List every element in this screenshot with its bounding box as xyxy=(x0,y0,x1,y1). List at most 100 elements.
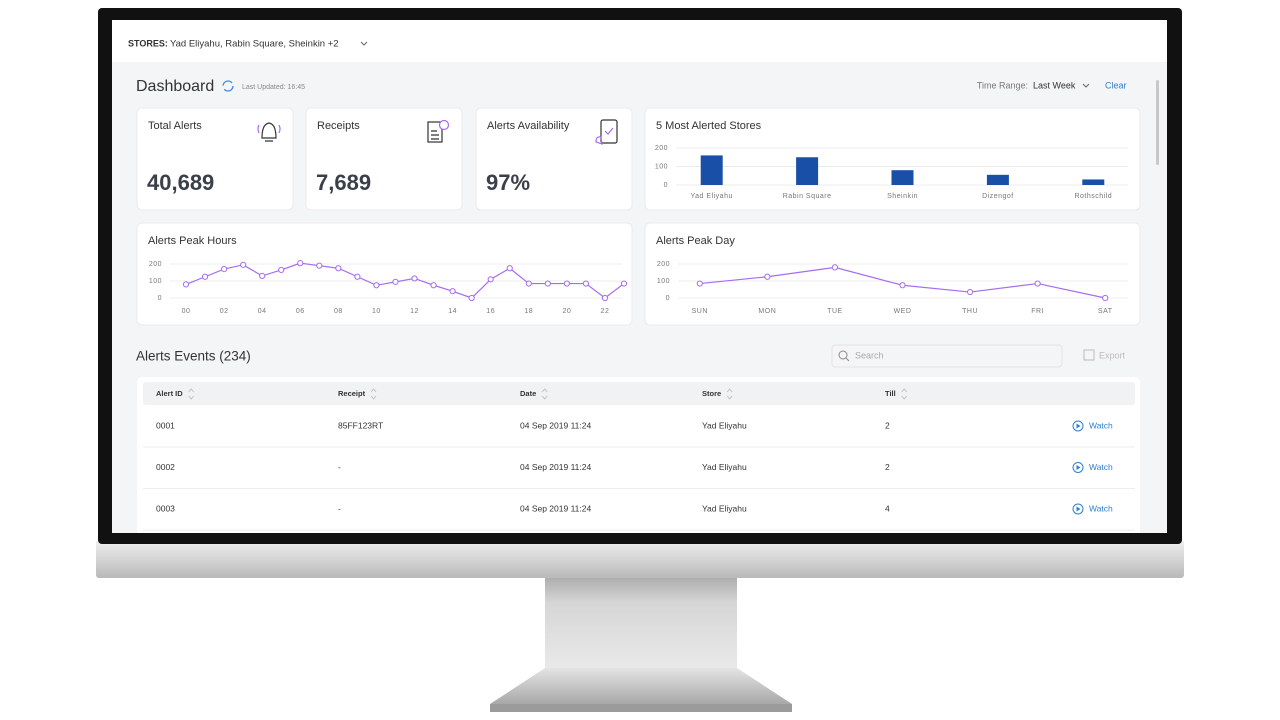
y-tick-label: 200 xyxy=(657,261,670,268)
dashboard-title: Dashboard xyxy=(136,78,214,95)
card xyxy=(136,107,294,211)
play-icon xyxy=(1072,503,1084,515)
point xyxy=(563,280,570,287)
bell-waves xyxy=(257,124,281,134)
point xyxy=(487,276,494,283)
stat-label: Total Alerts xyxy=(148,120,202,132)
play-icon xyxy=(1072,462,1084,473)
cell: 4 xyxy=(885,503,890,513)
time-range-select[interactable]: Last Week xyxy=(1033,80,1076,90)
table-header xyxy=(143,382,1135,405)
x-tick-label: MON xyxy=(758,308,776,315)
last-updated: Last Updated: 16:45 xyxy=(242,84,305,91)
screen: STORES: Yad Eliyahu, Rabin Square, Shein… xyxy=(112,20,1167,533)
x-tick-label: 20 xyxy=(562,308,571,315)
bar xyxy=(1082,179,1105,185)
cell: - xyxy=(338,462,341,472)
point xyxy=(354,273,361,280)
coin-icon xyxy=(438,119,450,131)
y-tick-label: 100 xyxy=(149,278,162,285)
chevron xyxy=(1082,83,1090,88)
cell: Yad Eliyahu xyxy=(702,503,747,513)
play-triangle xyxy=(1076,465,1081,470)
play-icon xyxy=(1072,420,1084,432)
point xyxy=(696,280,703,287)
events-title: Alerts Events (234) xyxy=(136,349,251,364)
point xyxy=(620,280,628,287)
point xyxy=(899,282,906,289)
x-tick-label: SUN xyxy=(692,308,708,315)
receipt-lines xyxy=(431,130,439,140)
x-tick-label: WED xyxy=(894,308,912,315)
point xyxy=(506,265,513,272)
x-tick-label: 08 xyxy=(334,308,343,315)
x-tick-label: Yad Eliyahu xyxy=(691,193,733,200)
refresh-icon[interactable] xyxy=(222,80,234,92)
scrollbar xyxy=(1156,80,1159,165)
stat-value: 7,689 xyxy=(316,170,371,195)
stand-neck xyxy=(545,575,737,668)
bar xyxy=(986,174,1009,185)
column-header[interactable]: Receipt xyxy=(338,389,366,398)
point xyxy=(259,272,266,279)
watch-button[interactable]: Watch xyxy=(1089,503,1113,513)
column-header[interactable]: Alert ID xyxy=(156,389,183,398)
x-tick-label: 16 xyxy=(486,308,495,315)
stat-value: 40,689 xyxy=(147,170,214,195)
y-tick-label: 100 xyxy=(657,278,670,285)
top-bar xyxy=(112,20,1167,62)
point xyxy=(430,282,437,289)
export-button[interactable]: Export xyxy=(1099,350,1126,360)
column-header[interactable]: Till xyxy=(885,389,896,398)
stat-icons xyxy=(257,119,618,145)
x-tick-label: TUE xyxy=(827,308,843,315)
stores-select[interactable]: Yad Eliyahu, Rabin Square, Sheinkin +2 xyxy=(170,39,339,50)
column-header[interactable]: Date xyxy=(520,389,536,398)
x-tick-label: 10 xyxy=(372,308,381,315)
phone-icon xyxy=(600,119,618,144)
point xyxy=(1034,280,1041,287)
point xyxy=(316,262,323,269)
search-icon-handle xyxy=(845,357,850,362)
play-triangle xyxy=(1076,423,1081,429)
sort-icon xyxy=(726,388,733,400)
cell: - xyxy=(338,503,341,513)
search-box[interactable] xyxy=(831,344,1063,368)
point xyxy=(1102,294,1109,302)
point xyxy=(335,265,342,272)
point xyxy=(297,260,304,267)
bar xyxy=(891,170,914,185)
receipt-icon xyxy=(427,121,443,143)
y-tick-label: 0 xyxy=(158,295,162,302)
check-icon xyxy=(604,127,614,135)
watch-button[interactable]: Watch xyxy=(1089,420,1113,430)
point xyxy=(392,278,399,285)
column-header[interactable]: Store xyxy=(702,389,721,398)
point xyxy=(449,288,456,295)
point xyxy=(373,282,380,289)
point xyxy=(278,266,285,274)
watch-button[interactable]: Watch xyxy=(1089,462,1113,472)
point xyxy=(468,294,475,302)
clear-button[interactable]: Clear xyxy=(1105,80,1127,90)
cell: 0001 xyxy=(156,420,175,430)
cell: 2 xyxy=(885,420,890,430)
x-tick-label: Dizengof xyxy=(982,193,1014,200)
events-table xyxy=(137,377,1140,533)
stat-value: 97% xyxy=(486,170,530,195)
card xyxy=(136,222,633,326)
point xyxy=(582,280,590,287)
stat-label: Alerts Availability xyxy=(487,120,570,132)
x-tick-label: Rothschild xyxy=(1074,193,1112,200)
sort-icon xyxy=(188,388,194,400)
sort-icon xyxy=(901,388,908,400)
x-tick-label: 04 xyxy=(258,308,267,315)
x-tick-label: 12 xyxy=(410,308,419,315)
x-tick-label: 22 xyxy=(601,308,610,315)
search-placeholder: Search xyxy=(855,350,884,360)
point xyxy=(240,261,247,268)
x-tick-label: 14 xyxy=(448,308,457,315)
cell: Yad Eliyahu xyxy=(702,462,747,472)
hand-icon xyxy=(595,136,603,145)
x-tick-label: 00 xyxy=(182,308,191,315)
